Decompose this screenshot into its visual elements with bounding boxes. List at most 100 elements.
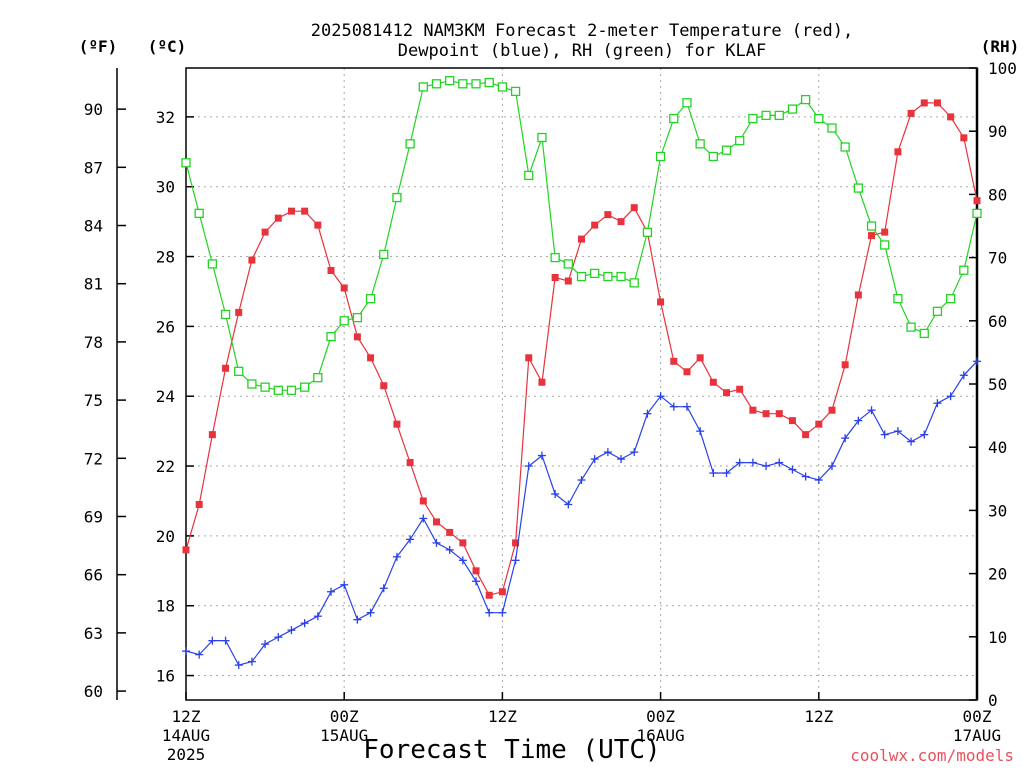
rh-point (906, 322, 916, 332)
temperature-point (973, 197, 981, 205)
rh-tick-label: 60 (988, 312, 1007, 331)
rh-point (972, 208, 982, 219)
rh-tick-label: 80 (988, 185, 1007, 204)
temperature-point (578, 235, 585, 243)
temperature-point (868, 232, 876, 240)
temperature-point (762, 410, 770, 418)
temperature-point (907, 109, 915, 117)
dewpoint-point (669, 402, 678, 411)
dewpoint-point (854, 416, 863, 425)
celsius-tick-label: 26 (156, 317, 175, 336)
temperature-point (406, 459, 414, 467)
time-tick-label: 00Z (646, 707, 675, 726)
dewpoint-point (327, 587, 336, 596)
rh-point (260, 382, 270, 392)
rh-point (365, 294, 376, 304)
rh-point (787, 104, 798, 114)
dewpoint-point (880, 430, 889, 439)
rh-tick-label: 20 (988, 565, 1007, 584)
dewpoint-point (827, 462, 836, 471)
rh-point (181, 158, 191, 168)
temperature-point (709, 378, 717, 386)
dewpoint-point (379, 584, 388, 593)
rh-point (352, 312, 363, 323)
dewpoint-point (762, 462, 771, 471)
rh-tick-label: 100 (988, 59, 1017, 78)
dewpoint-point (893, 427, 902, 436)
dewpoint-point (551, 489, 560, 498)
dewpoint-point (524, 462, 533, 471)
temperature-point (393, 420, 401, 428)
rh-point (234, 366, 244, 377)
temperature-point (802, 431, 810, 439)
dewpoint-point (814, 476, 823, 485)
fahrenheit-tick-label: 78 (84, 333, 103, 352)
dewpoint-point (748, 458, 757, 467)
time-tick-label: 12Z (488, 707, 517, 726)
rh-point (286, 385, 297, 395)
celsius-unit-label: (ºC) (148, 37, 187, 56)
rh-point (524, 170, 534, 181)
time-tick-label: 12Z (172, 707, 201, 726)
dewpoint-point (564, 500, 573, 509)
celsius-tick-label: 32 (156, 108, 175, 127)
rh-point (708, 151, 718, 162)
rh-point (669, 113, 679, 124)
temperature-point (314, 221, 322, 229)
dewpoint-point (656, 392, 665, 401)
credit-text: coolwx.com/models (850, 746, 1014, 765)
rh-point (814, 113, 824, 124)
dewpoint-point (959, 371, 968, 380)
celsius-tick-label: 20 (156, 527, 175, 546)
temperature-point (630, 204, 638, 212)
temperature-point (960, 134, 968, 142)
rh-point (603, 271, 613, 282)
temperature-point (353, 333, 361, 341)
dewpoint-point (617, 455, 626, 464)
temperature-point (696, 354, 704, 362)
dewpoint-point (577, 476, 586, 485)
temperature-point (327, 267, 335, 275)
dewpoint-point (353, 615, 362, 624)
dewpoint-point (735, 458, 744, 467)
temperature-point (380, 382, 388, 390)
rh-point (326, 331, 336, 342)
rh-unit-label: (RH) (981, 37, 1020, 56)
temperature-point (933, 99, 941, 107)
rh-point (273, 385, 283, 395)
temperature-point (617, 218, 625, 226)
celsius-tick-label: 16 (156, 667, 175, 686)
temperature-point (604, 211, 612, 219)
time-tick-label: 12Z (804, 707, 833, 726)
dewpoint-point (247, 657, 256, 666)
rh-point (616, 271, 626, 282)
rh-point (497, 82, 508, 92)
fahrenheit-tick-label: 87 (84, 158, 103, 177)
fahrenheit-tick-label: 90 (84, 100, 103, 119)
axes (116, 67, 979, 701)
temperature-point (657, 298, 665, 306)
dewpoint-point (366, 608, 375, 617)
temperature-point (195, 500, 203, 508)
dewpoint-point (445, 545, 454, 554)
temperature-point (261, 228, 269, 236)
dewpoint-point (472, 577, 481, 586)
rh-point (893, 294, 903, 304)
rh-point (945, 294, 956, 304)
rh-point (418, 82, 428, 92)
temperature-point (854, 291, 862, 299)
rh-point (682, 98, 692, 108)
dewpoint-point (511, 556, 520, 565)
temperature-point (670, 357, 678, 365)
rh-line (185, 79, 978, 391)
fahrenheit-tick-label: 66 (84, 566, 103, 585)
temperature-point (485, 591, 493, 599)
rh-tick-label: 10 (988, 628, 1007, 647)
fahrenheit-tick-label: 72 (84, 449, 103, 468)
rh-tick-label: 50 (988, 375, 1007, 394)
dewpoint-point (973, 357, 981, 366)
dewpoint-point (432, 538, 441, 547)
rh-point (339, 316, 349, 326)
temperature-point (525, 354, 533, 362)
